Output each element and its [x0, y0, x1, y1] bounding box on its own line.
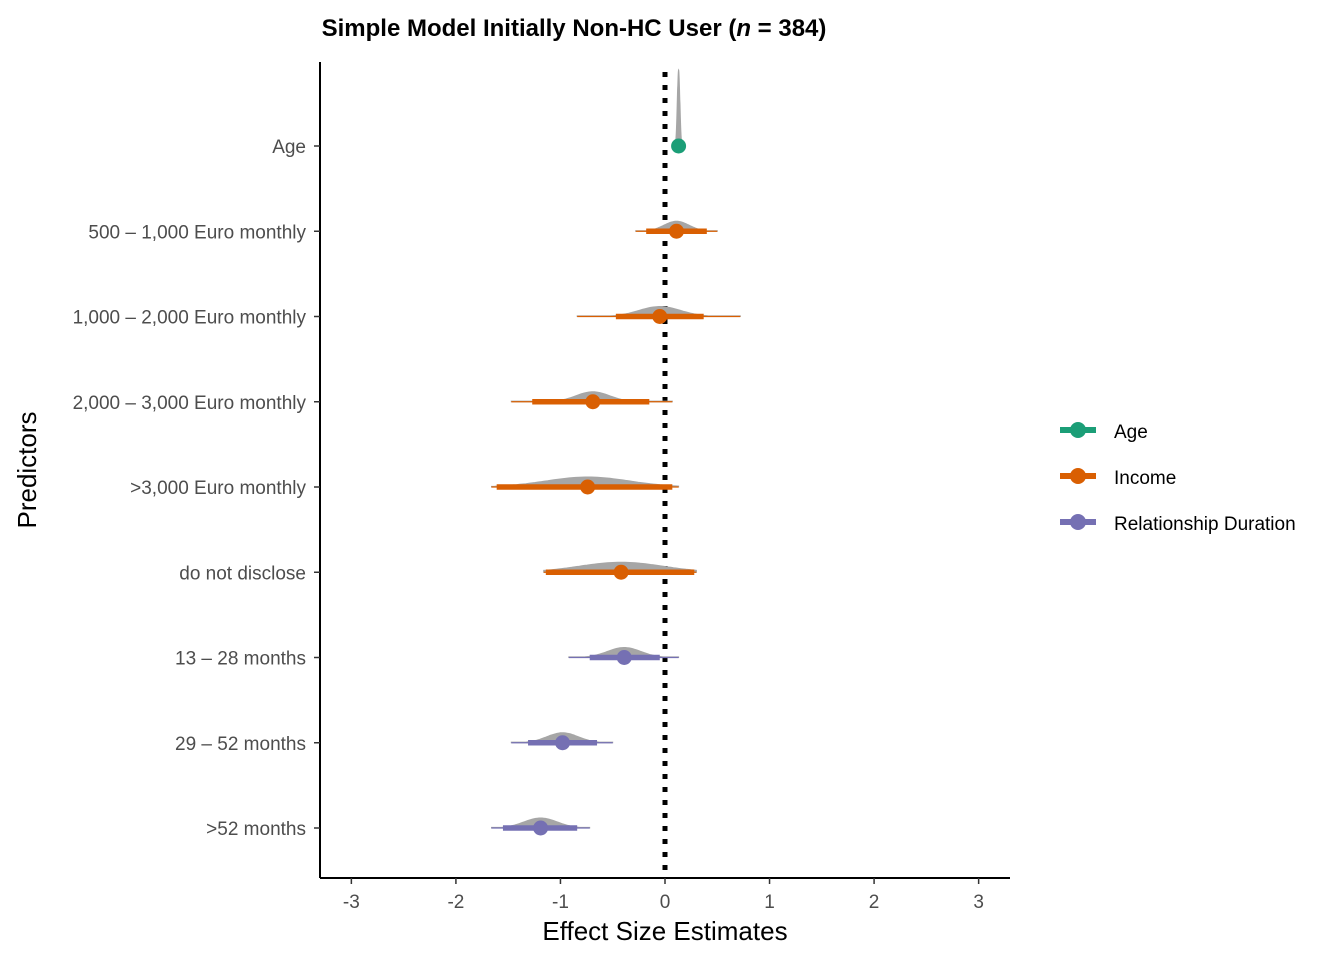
- legend-key-point: [1070, 468, 1086, 484]
- chart-title-prefix: Simple Model Initially Non-HC User (: [322, 15, 737, 42]
- y-tick-label: >52 months: [206, 819, 306, 840]
- y-tick-label: 1,000 – 2,000 Euro monthly: [73, 308, 307, 329]
- estimate-point: [671, 138, 687, 154]
- x-tick-label: 2: [869, 892, 880, 913]
- estimate-point: [533, 820, 549, 836]
- y-tick-label: 13 – 28 months: [175, 649, 306, 670]
- estimate-point: [580, 479, 596, 495]
- chart-title: Simple Model Initially Non-HC User (n = …: [322, 15, 827, 42]
- legend-label: Age: [1114, 422, 1148, 443]
- legend: Age Income Relationship Duration: [1060, 422, 1296, 535]
- density-ridge: [675, 68, 683, 147]
- x-tick-label: 0: [660, 892, 671, 913]
- x-tick-label: 1: [764, 892, 775, 913]
- estimate-point: [652, 309, 668, 324]
- chart-title-suffix: = 384): [751, 15, 826, 42]
- plot-area: -3 -2 -1 0 1 2 3 Age 500 – 1,000 Euro monthly 1,0…: [73, 62, 1010, 913]
- chart-title-n: n: [736, 15, 751, 42]
- estimate-point: [669, 223, 684, 239]
- legend-key-point: [1070, 514, 1086, 530]
- estimate-point: [585, 394, 601, 410]
- y-tick-label: 2,000 – 3,000 Euro monthly: [73, 393, 307, 414]
- estimate-point: [613, 564, 629, 580]
- x-axis-title: Effect Size Estimates: [542, 916, 787, 946]
- legend-key-point: [1070, 422, 1086, 438]
- y-tick-label: >3,000 Euro monthly: [130, 478, 306, 499]
- y-tick-label: 500 – 1,000 Euro monthly: [88, 222, 306, 243]
- y-tick-label: Age: [272, 137, 306, 158]
- x-tick-label: 3: [973, 892, 984, 913]
- y-tick-label: do not disclose: [179, 563, 306, 584]
- estimate-point: [555, 735, 571, 751]
- legend-label: Income: [1114, 468, 1176, 489]
- x-tick-label: -2: [447, 892, 464, 913]
- x-tick-label: -3: [343, 892, 360, 913]
- legend-label: Relationship Duration: [1114, 514, 1296, 535]
- y-axis-title: Predictors: [12, 411, 42, 528]
- x-tick-label: -1: [552, 892, 569, 913]
- y-tick-label: 29 – 52 months: [175, 734, 306, 755]
- estimate-point: [616, 650, 632, 665]
